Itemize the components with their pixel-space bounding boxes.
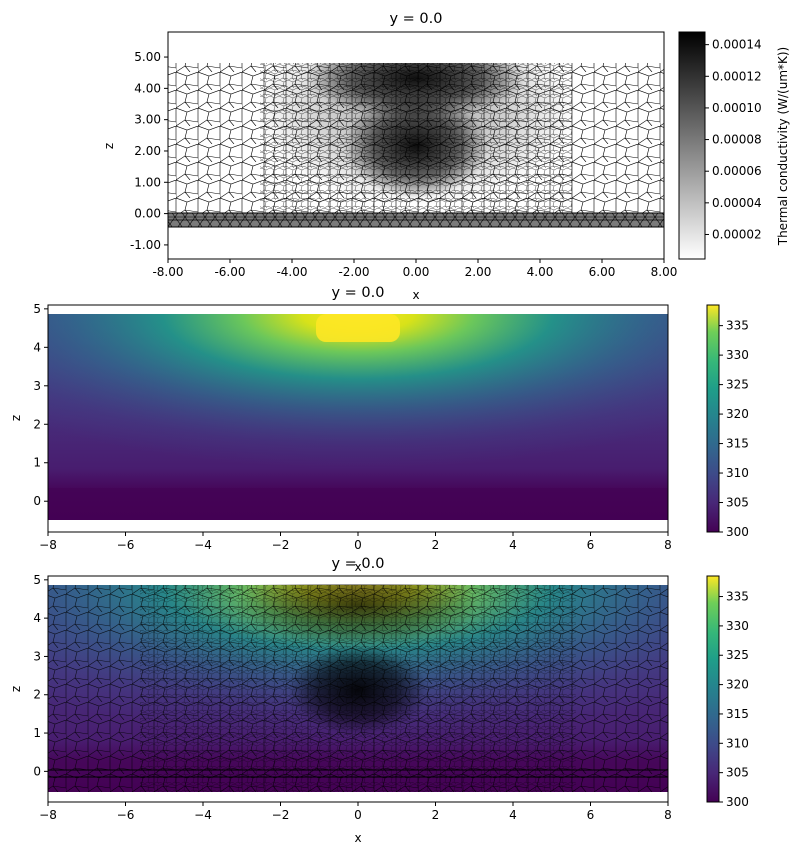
panel3-colorbar-ticks: 300 305 310 315 320 325 330 335 <box>719 590 749 809</box>
y-tick-label: 2 <box>33 688 41 702</box>
x-tick-label: 0 <box>354 808 362 822</box>
x-tick-label: −2 <box>272 538 290 552</box>
panel1-colorbar-label: Thermal conductivity (W/(um*K)) <box>776 47 790 247</box>
y-tick-label: 3.00 <box>134 113 161 127</box>
x-tick-label: −2 <box>272 808 290 822</box>
panel3-x-axis: −8 −6 −4 −2 0 2 4 6 8 <box>39 802 672 822</box>
y-tick-label: 0 <box>33 494 41 508</box>
x-tick-label: −6 <box>117 538 135 552</box>
y-tick-label: 1 <box>33 726 41 740</box>
colorbar-tick-label: 0.00002 <box>712 227 762 241</box>
x-tick-label: -6.00 <box>214 265 245 279</box>
colorbar-tick-label: 335 <box>726 590 749 604</box>
panel2-title: y = 0.0 <box>331 285 384 301</box>
y-tick-label: 5.00 <box>134 50 161 64</box>
colorbar-tick-label: 320 <box>726 407 749 421</box>
x-tick-label: 4 <box>509 538 517 552</box>
x-tick-label: 8 <box>664 538 672 552</box>
x-tick-label: 6.00 <box>589 265 616 279</box>
panel1-mesh <box>168 63 664 228</box>
y-tick-label: 2 <box>33 417 41 431</box>
y-tick-label: -1.00 <box>130 238 161 252</box>
colorbar-tick-label: 310 <box>726 736 749 750</box>
colorbar-tick-label: 330 <box>726 348 749 362</box>
panel1-title: y = 0.0 <box>389 11 442 27</box>
x-tick-label: 2.00 <box>465 265 492 279</box>
colorbar-tick-label: 305 <box>726 766 749 780</box>
panel3-xlabel: x <box>354 831 361 845</box>
panel2-y-axis: 0 1 2 3 4 5 <box>33 302 48 508</box>
panel3-y-axis: 0 1 2 3 4 5 <box>33 573 48 778</box>
x-tick-label: -4.00 <box>276 265 307 279</box>
colorbar-tick-label: 325 <box>726 648 749 662</box>
panel2-x-axis: −8 −6 −4 −2 0 2 4 6 8 <box>39 532 672 552</box>
x-tick-label: 6 <box>587 538 595 552</box>
colorbar-tick-label: 0.00004 <box>712 196 762 210</box>
colorbar-tick-label: 0.00006 <box>712 164 762 178</box>
colorbar-tick-label: 0.00012 <box>712 69 762 83</box>
panel1-x-axis: -8.00 -6.00 -4.00 -2.00 0.00 2.00 4.00 6.00 8.00 <box>152 259 677 279</box>
panel3-colorbar <box>706 575 720 803</box>
y-tick-label: 4 <box>33 611 41 625</box>
panel1-y-axis: -1.00 0.00 1.00 2.00 3.00 4.00 5.00 <box>130 50 168 252</box>
x-tick-label: −4 <box>194 808 212 822</box>
x-tick-label: 4.00 <box>527 265 554 279</box>
x-tick-label: -8.00 <box>152 265 183 279</box>
colorbar-tick-label: 310 <box>726 466 749 480</box>
panel1-xlabel: x <box>412 288 419 302</box>
y-tick-label: 2.00 <box>134 144 161 158</box>
x-tick-label: 0.00 <box>403 265 430 279</box>
mesh-conductivity-panel: y = 0.0 -8.00 -6.00 -4.00 -2.00 0.00 2.00 4.00… <box>102 11 790 302</box>
y-tick-label: 5 <box>33 573 41 587</box>
y-tick-label: 0.00 <box>134 207 161 221</box>
y-tick-label: 1.00 <box>134 175 161 189</box>
colorbar-tick-label: 300 <box>726 525 749 539</box>
x-tick-label: 4 <box>509 808 517 822</box>
colorbar-tick-label: 0.00008 <box>712 133 762 147</box>
x-tick-label: 2 <box>432 808 440 822</box>
panel3-field <box>48 584 668 792</box>
y-tick-label: 4.00 <box>134 81 161 95</box>
panel1-colorbar <box>678 31 706 260</box>
x-tick-label: 8 <box>664 808 672 822</box>
panel2-field <box>48 314 668 520</box>
x-tick-label: 6 <box>587 808 595 822</box>
y-tick-label: 5 <box>33 302 41 316</box>
x-tick-label: 0 <box>354 538 362 552</box>
y-tick-label: 3 <box>33 379 41 393</box>
panel1-colorbar-ticks: 0.00002 0.00004 0.00006 0.00008 0.00010 0.000… <box>705 38 762 241</box>
y-tick-label: 3 <box>33 649 41 663</box>
y-tick-label: 1 <box>33 456 41 470</box>
x-tick-label: −6 <box>117 808 135 822</box>
colorbar-tick-label: 325 <box>726 378 749 392</box>
x-tick-label: −8 <box>39 808 57 822</box>
x-tick-label: −8 <box>39 538 57 552</box>
colorbar-tick-label: 305 <box>726 496 749 510</box>
panel3-title: y = 0.0 <box>331 556 384 572</box>
panel2-colorbar-ticks: 300 305 310 315 320 325 330 335 <box>719 319 749 539</box>
colorbar-tick-label: 0.00014 <box>712 38 762 52</box>
y-tick-label: 4 <box>33 340 41 354</box>
panel2-xlabel: x <box>354 560 361 574</box>
colorbar-tick-label: 0.00010 <box>712 101 762 115</box>
x-tick-label: −4 <box>194 538 212 552</box>
panel3-ylabel: z <box>9 686 23 692</box>
x-tick-label: 2 <box>432 538 440 552</box>
panel2-ylabel: z <box>9 415 23 421</box>
colorbar-tick-label: 320 <box>726 678 749 692</box>
colorbar-tick-label: 335 <box>726 319 749 333</box>
panel1-ylabel: z <box>102 143 116 149</box>
y-tick-label: 0 <box>33 764 41 778</box>
x-tick-label: 8.00 <box>651 265 678 279</box>
panel2-colorbar <box>706 304 720 533</box>
colorbar-tick-label: 315 <box>726 437 749 451</box>
colorbar-tick-label: 315 <box>726 707 749 721</box>
colorbar-tick-label: 330 <box>726 619 749 633</box>
x-tick-label: -2.00 <box>338 265 369 279</box>
colorbar-tick-label: 300 <box>726 795 749 809</box>
